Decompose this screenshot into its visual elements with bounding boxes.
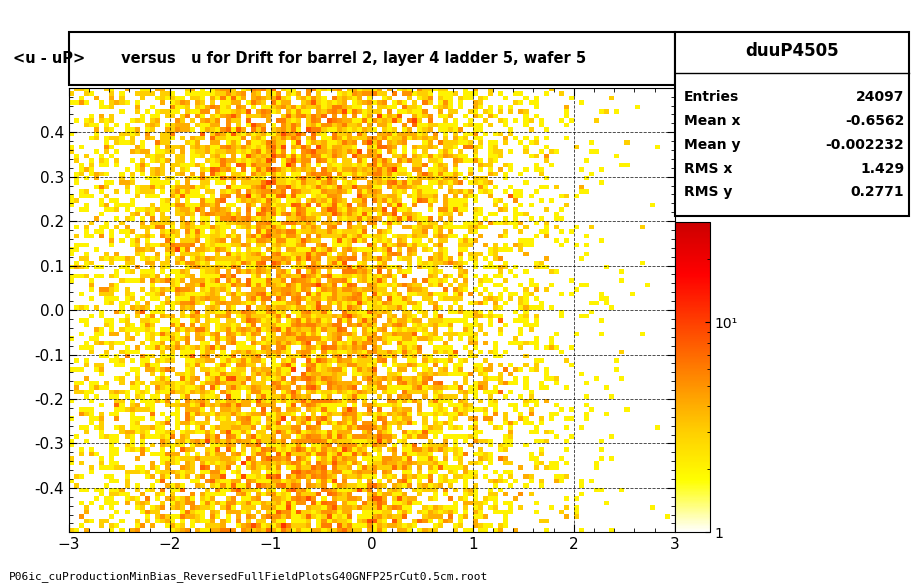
Text: Mean y: Mean y <box>684 137 741 152</box>
Text: 24097: 24097 <box>856 90 904 104</box>
Text: <u - uP>       versus   u for Drift for barrel 2, layer 4 ladder 5, wafer 5: <u - uP> versus u for Drift for barrel 2… <box>13 51 586 66</box>
Text: 0.2771: 0.2771 <box>850 185 904 199</box>
Text: -0.002232: -0.002232 <box>825 137 904 152</box>
Text: RMS y: RMS y <box>684 185 733 199</box>
Text: -0.6562: -0.6562 <box>845 113 904 128</box>
Text: P06ic_cuProductionMinBias_ReversedFullFieldPlotsG40GNFP25rCut0.5cm.root: P06ic_cuProductionMinBias_ReversedFullFi… <box>9 571 488 582</box>
Text: 1.429: 1.429 <box>860 161 904 176</box>
Text: duuP4505: duuP4505 <box>745 42 838 60</box>
Text: Mean x: Mean x <box>684 113 741 128</box>
Text: RMS x: RMS x <box>684 161 733 176</box>
Text: Entries: Entries <box>684 90 739 104</box>
